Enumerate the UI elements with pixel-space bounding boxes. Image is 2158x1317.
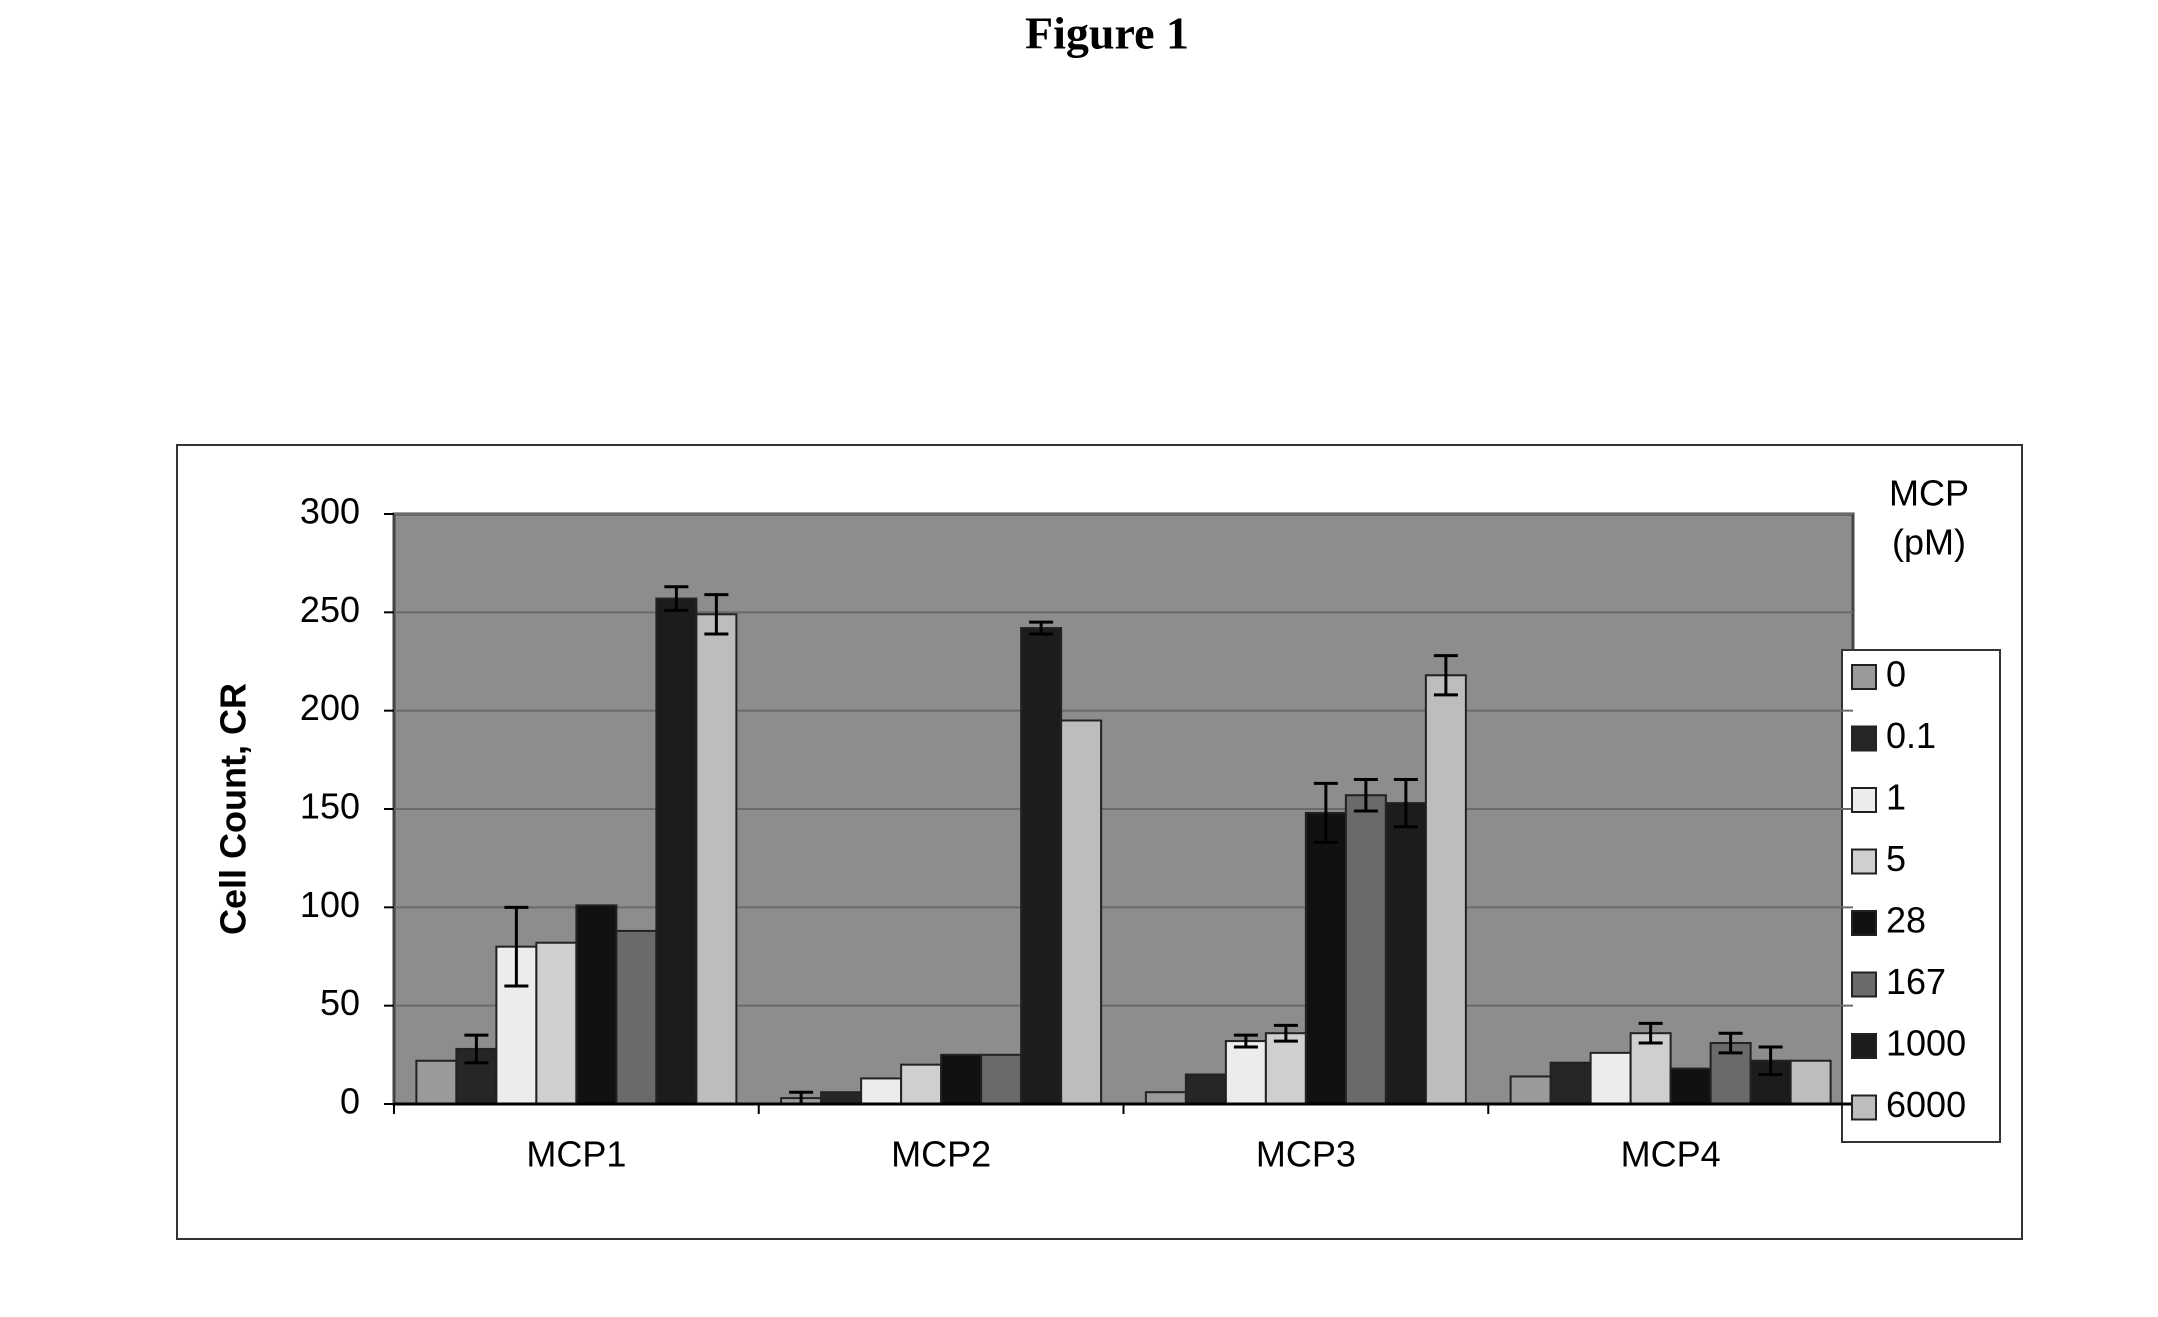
y-tick-label: 300 <box>300 491 360 532</box>
bar <box>1226 1041 1266 1104</box>
bar <box>1426 675 1466 1104</box>
legend-label: 28 <box>1886 900 1926 941</box>
legend-label: 6000 <box>1886 1084 1966 1125</box>
legend-label: 167 <box>1886 961 1946 1002</box>
bar <box>536 943 576 1104</box>
y-axis-label: Cell Count, CR <box>213 683 254 935</box>
bar <box>616 931 656 1104</box>
legend-swatch <box>1852 1034 1876 1058</box>
bar <box>1186 1075 1226 1105</box>
bar <box>1791 1061 1831 1104</box>
y-tick-label: 200 <box>300 687 360 728</box>
bar <box>1266 1033 1306 1104</box>
legend-title: MCP <box>1889 473 1969 514</box>
y-tick-label: 100 <box>300 884 360 925</box>
legend-swatch <box>1852 1096 1876 1120</box>
page: Figure 1 Cell Count, CR MCP (pM) 0501001… <box>0 0 2158 1317</box>
chart-title: Figure 1 <box>1025 8 1189 59</box>
legend-label: 1000 <box>1886 1023 1966 1064</box>
bar <box>656 599 696 1104</box>
bar <box>1671 1069 1711 1104</box>
legend-swatch <box>1852 665 1876 689</box>
bar <box>821 1092 861 1104</box>
x-tick-label: MCP4 <box>1621 1134 1721 1175</box>
bar <box>1511 1076 1551 1104</box>
legend-swatch <box>1852 727 1876 751</box>
bar <box>941 1055 981 1104</box>
y-tick-label: 50 <box>320 982 360 1023</box>
y-tick-label: 0 <box>340 1081 360 1122</box>
bar <box>1591 1053 1631 1104</box>
legend-label: 0.1 <box>1886 715 1936 756</box>
legend-label: 1 <box>1886 777 1906 818</box>
bar <box>1021 628 1061 1104</box>
bar <box>1146 1092 1186 1104</box>
bar <box>861 1078 901 1104</box>
bar <box>1386 803 1426 1104</box>
x-tick-label: MCP3 <box>1256 1134 1356 1175</box>
bar <box>1061 721 1101 1105</box>
x-tick-label: MCP1 <box>526 1134 626 1175</box>
bar <box>576 905 616 1104</box>
legend-swatch <box>1852 788 1876 812</box>
legend-swatch <box>1852 850 1876 874</box>
bar <box>696 614 736 1104</box>
bar <box>1551 1063 1591 1104</box>
x-tick-label: MCP2 <box>891 1134 991 1175</box>
y-tick-label: 250 <box>300 589 360 630</box>
bar <box>416 1061 456 1104</box>
bar <box>1306 813 1346 1104</box>
legend-label: 0 <box>1886 654 1906 695</box>
bar <box>901 1065 941 1104</box>
legend-swatch <box>1852 973 1876 997</box>
y-tick-label: 150 <box>300 786 360 827</box>
legend-title: (pM) <box>1892 522 1966 563</box>
chart: Figure 1 Cell Count, CR MCP (pM) 0501001… <box>0 0 2158 1317</box>
legend-swatch <box>1852 911 1876 935</box>
legend-label: 5 <box>1886 838 1906 879</box>
bar <box>1346 795 1386 1104</box>
bar <box>981 1055 1021 1104</box>
